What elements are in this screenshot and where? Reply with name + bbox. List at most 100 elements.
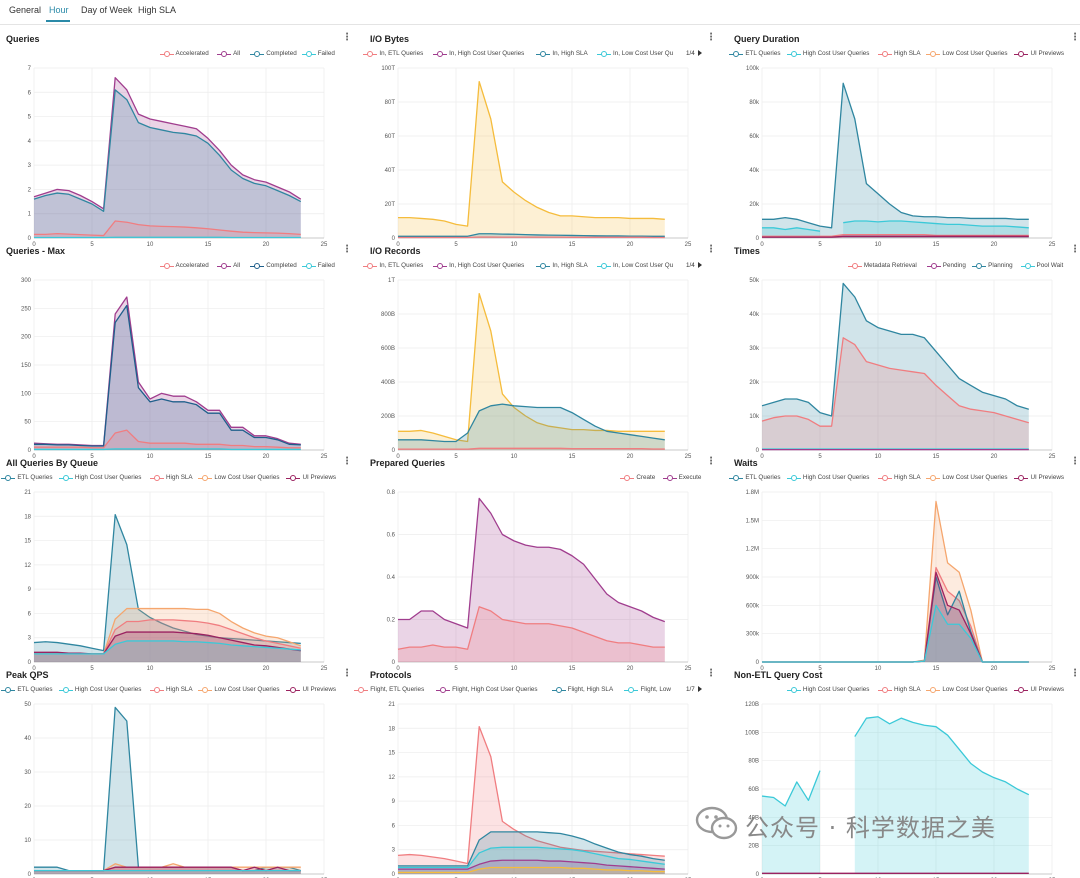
legend-item-accelerated[interactable]: Accelerated — [160, 260, 209, 272]
legend-item-high-sla[interactable]: High SLA — [150, 472, 193, 484]
legend-swatch — [878, 686, 892, 694]
legend-item-in-high-sla[interactable]: In, High SLA — [536, 260, 587, 272]
tab-day-of-week[interactable]: Day of Week — [81, 5, 132, 15]
next-page-icon[interactable] — [698, 262, 702, 268]
more-options-icon[interactable]: ⋮ — [1070, 669, 1080, 679]
legend-item-high-cost-user-queries[interactable]: High Cost User Queries — [787, 684, 870, 696]
legend-item-ui-previews[interactable]: UI Previews — [286, 684, 336, 696]
legend-pager[interactable]: 1/7 — [686, 684, 702, 696]
more-options-icon[interactable]: ⋮ — [706, 245, 716, 255]
legend-item-low-cost-user-queries[interactable]: Low Cost User Queries — [198, 684, 279, 696]
series-failed[interactable] — [34, 449, 301, 450]
next-page-icon[interactable] — [698, 686, 702, 692]
legend-item-high-cost-user-queries[interactable]: High Cost User Queries — [787, 48, 870, 60]
legend-item-flight-low[interactable]: Flight, Low — [624, 684, 670, 696]
series-in-etl-queries[interactable] — [398, 448, 665, 450]
legend-item-create[interactable]: Create — [620, 472, 655, 484]
legend-item-low-cost-user-queries[interactable]: Low Cost User Queries — [198, 472, 279, 484]
legend-item-etl-queries[interactable]: ETL Queries — [729, 48, 780, 60]
legend-item-flight-high-cost-user-queries[interactable]: Flight, High Cost User Queries — [436, 684, 537, 696]
legend-pager[interactable]: 1/4 — [686, 260, 702, 272]
legend-item-execute[interactable]: Execute — [663, 472, 702, 484]
legend-item-all[interactable]: All — [217, 260, 240, 272]
legend-item-ui-previews[interactable]: UI Previews — [286, 472, 336, 484]
y-tick-label: 0 — [392, 660, 396, 666]
legend-item-etl-queries[interactable]: ETL Queries — [729, 472, 780, 484]
legend-item-all[interactable]: All — [217, 48, 240, 60]
legend-item-high-cost-user-queries[interactable]: High Cost User Queries — [59, 684, 142, 696]
legend-label: UI Previews — [302, 686, 336, 693]
tab-general[interactable]: General — [9, 5, 41, 15]
legend-item-high-sla[interactable]: High SLA — [878, 472, 921, 484]
series-completed[interactable] — [34, 306, 301, 451]
series-etl-queries[interactable] — [762, 83, 1029, 238]
legend-item-in-etl-queries[interactable]: In, ETL Queries — [363, 260, 423, 272]
legend-item-planning[interactable]: Planning — [972, 260, 1013, 272]
legend-item-in-etl-queries[interactable]: In, ETL Queries — [363, 48, 423, 60]
legend-item-failed[interactable]: Failed — [302, 260, 335, 272]
legend-item-flight-high-sla[interactable]: Flight, High SLA — [552, 684, 614, 696]
legend-item-in-high-cost-user-queries[interactable]: In, High Cost User Queries — [433, 48, 524, 60]
tab-high-sla[interactable]: High SLA — [138, 5, 176, 15]
series-ui-previews[interactable] — [762, 873, 1029, 874]
more-options-icon[interactable]: ⋮ — [342, 245, 352, 255]
series-failed[interactable] — [34, 237, 301, 238]
series-in-high-sla[interactable] — [398, 404, 665, 450]
legend-item-high-cost-user-queries[interactable]: High Cost User Queries — [787, 472, 870, 484]
legend-item-failed[interactable]: Failed — [302, 48, 335, 60]
series-in-etl-queries[interactable] — [398, 237, 665, 238]
series-low-cost-user-queries[interactable] — [762, 501, 1029, 662]
more-options-icon[interactable]: ⋮ — [706, 669, 716, 679]
legend-item-high-sla[interactable]: High SLA — [878, 684, 921, 696]
more-options-icon[interactable]: ⋮ — [1070, 457, 1080, 467]
legend-item-ui-previews[interactable]: UI Previews — [1014, 684, 1064, 696]
legend-item-ui-previews[interactable]: UI Previews — [1014, 48, 1064, 60]
legend-item-in-high-sla[interactable]: In, High SLA — [536, 48, 587, 60]
series-area — [398, 82, 665, 238]
legend-item-accelerated[interactable]: Accelerated — [160, 48, 209, 60]
more-options-icon[interactable]: ⋮ — [342, 33, 352, 43]
legend-item-high-sla[interactable]: High SLA — [150, 684, 193, 696]
y-tick-label: 3 — [392, 848, 396, 854]
legend-label: Create — [636, 474, 655, 481]
legend-pager[interactable]: 1/4 — [686, 48, 702, 60]
series-high-cost-user-queries[interactable] — [34, 871, 301, 874]
legend-item-etl-queries[interactable]: ETL Queries — [1, 472, 52, 484]
y-tick-label: 15 — [24, 539, 31, 545]
legend-item-completed[interactable]: Completed — [250, 48, 296, 60]
legend-item-metadata-retrieval[interactable]: Metadata Retrieval — [848, 260, 917, 272]
legend-item-low-cost-user-queries[interactable]: Low Cost User Queries — [926, 48, 1007, 60]
y-tick-label: 0 — [28, 236, 32, 242]
more-options-icon[interactable]: ⋮ — [1070, 33, 1080, 43]
series-unlabeled-0[interactable] — [398, 82, 665, 238]
legend-swatch — [302, 262, 316, 270]
legend-item-low-cost-user-queries[interactable]: Low Cost User Queries — [926, 472, 1007, 484]
more-options-icon[interactable]: ⋮ — [1070, 245, 1080, 255]
series-high-sla[interactable] — [762, 568, 1029, 662]
legend-item-pool-wait[interactable]: Pool Wait — [1021, 260, 1064, 272]
legend-item-in-high-cost-user-queries[interactable]: In, High Cost User Queries — [433, 260, 524, 272]
next-page-icon[interactable] — [698, 50, 702, 56]
series-ui-previews[interactable] — [762, 236, 1029, 238]
legend-item-high-sla[interactable]: High SLA — [878, 48, 921, 60]
series-etl-queries[interactable] — [762, 577, 1029, 662]
more-options-icon[interactable]: ⋮ — [706, 33, 716, 43]
more-options-icon[interactable]: ⋮ — [706, 457, 716, 467]
legend-item-flight-etl-queries[interactable]: Flight, ETL Queries — [354, 684, 424, 696]
more-options-icon[interactable]: ⋮ — [342, 457, 352, 467]
series-high-cost-user-queries[interactable] — [762, 717, 1029, 874]
tab-hour[interactable]: Hour — [49, 5, 69, 15]
legend-item-in-low-cost-user-qu[interactable]: In, Low Cost User Qu — [597, 48, 673, 60]
legend-item-in-low-cost-user-qu[interactable]: In, Low Cost User Qu — [597, 260, 673, 272]
legend-item-ui-previews[interactable]: UI Previews — [1014, 472, 1064, 484]
legend-item-pending[interactable]: Pending — [927, 260, 966, 272]
series-etl-queries[interactable] — [34, 707, 301, 874]
legend-item-completed[interactable]: Completed — [250, 260, 296, 272]
more-options-icon[interactable]: ⋮ — [342, 669, 352, 679]
legend-item-low-cost-user-queries[interactable]: Low Cost User Queries — [926, 684, 1007, 696]
legend-item-etl-queries[interactable]: ETL Queries — [1, 684, 52, 696]
series-ui-previews[interactable] — [762, 572, 1029, 662]
series-completed[interactable] — [34, 90, 301, 238]
legend-item-high-cost-user-queries[interactable]: High Cost User Queries — [59, 472, 142, 484]
